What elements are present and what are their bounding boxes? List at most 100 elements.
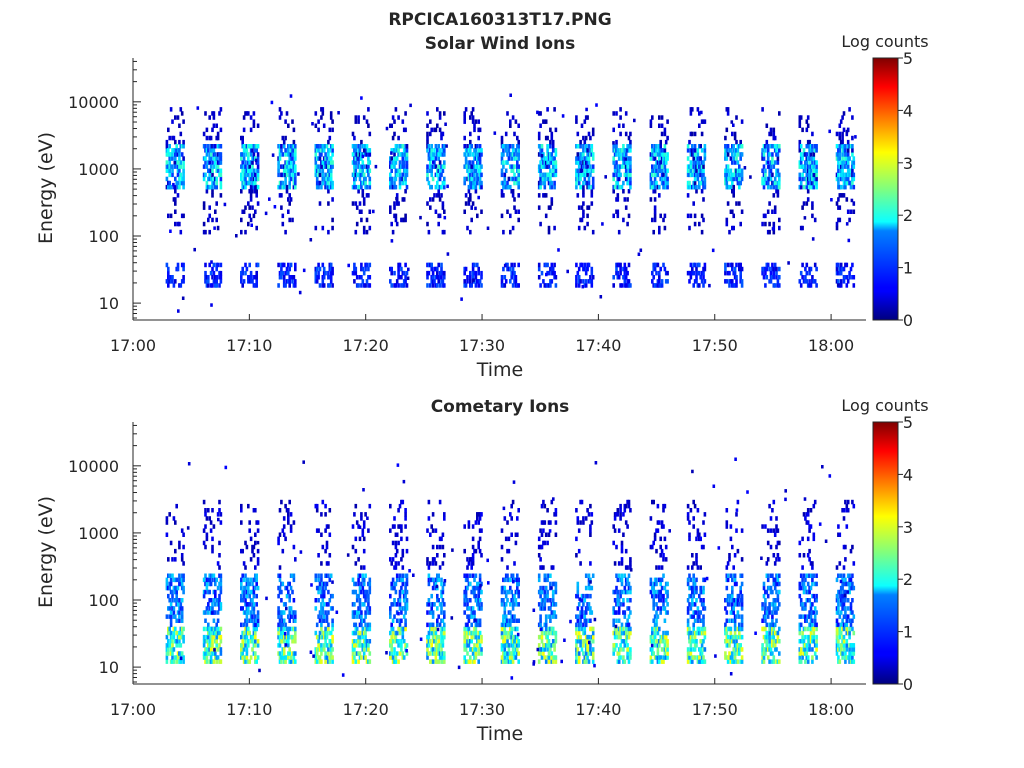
heatmap-cell <box>700 119 704 124</box>
heatmap-cell <box>244 618 247 623</box>
heatmap-cell <box>507 266 511 272</box>
heatmap-cell <box>277 634 280 640</box>
heatmap-cell <box>433 164 436 169</box>
heatmap-cell <box>437 189 440 194</box>
heatmap-cell <box>543 540 547 546</box>
heatmap-cell <box>463 209 466 214</box>
heatmap-cell <box>256 618 260 623</box>
heatmap-cell <box>467 659 471 664</box>
heatmap-cell <box>589 503 592 509</box>
heatmap-cell <box>402 217 406 223</box>
heatmap-cell <box>328 598 332 603</box>
heatmap-cell <box>289 659 293 664</box>
heatmap-cell <box>469 152 472 157</box>
heatmap-cell <box>404 602 407 607</box>
heatmap-cell <box>437 275 440 280</box>
heatmap-cell <box>473 589 476 595</box>
heatmap-cell <box>354 156 358 161</box>
heatmap-cell <box>582 520 585 525</box>
heatmap-cell <box>589 610 592 615</box>
heatmap-cell <box>294 180 297 186</box>
heatmap-cell <box>207 148 210 153</box>
heatmap-cell <box>397 115 400 120</box>
heatmap-cell <box>466 659 469 664</box>
heatmap-cell <box>502 152 505 157</box>
heatmap-cell <box>849 144 853 149</box>
heatmap-cell <box>401 589 405 595</box>
heatmap-cell <box>179 229 183 235</box>
heatmap-cell <box>766 156 770 161</box>
heatmap-cell <box>509 279 512 284</box>
heatmap-cell <box>202 176 206 182</box>
heatmap-cell <box>174 115 177 120</box>
heatmap-cell <box>815 176 818 182</box>
heatmap-cell <box>398 598 402 603</box>
heatmap-cell <box>473 156 476 161</box>
x-tick-label: 17:40 <box>575 336 621 355</box>
heatmap-cell <box>364 622 367 628</box>
heatmap-cell <box>624 164 628 169</box>
heatmap-cell <box>242 634 246 640</box>
heatmap-cell <box>809 283 813 288</box>
heatmap-cell <box>544 283 548 288</box>
heatmap-cell <box>211 193 214 198</box>
heatmap-cell <box>619 115 622 120</box>
heatmap-cell <box>215 279 218 284</box>
heatmap-cell <box>516 152 519 157</box>
heatmap-cell <box>175 593 178 599</box>
heatmap-cell <box>724 270 727 276</box>
heatmap-cell <box>328 127 332 133</box>
heatmap-cell <box>176 610 180 615</box>
heatmap-cell <box>178 639 181 644</box>
heatmap-cell <box>211 144 214 149</box>
heatmap-cell <box>255 189 258 194</box>
heatmap-cell <box>502 283 505 288</box>
heatmap-cell <box>288 618 291 623</box>
heatmap-cell <box>282 655 286 660</box>
heatmap-cell <box>616 213 620 219</box>
heatmap-cell <box>663 164 667 169</box>
heatmap-cell <box>689 275 693 280</box>
heatmap-cell <box>256 643 260 648</box>
heatmap-cell <box>695 164 698 169</box>
heatmap-cell <box>280 614 283 619</box>
heatmap-cell <box>507 589 511 595</box>
heatmap-cell <box>629 283 632 288</box>
heatmap-cell <box>695 184 698 190</box>
heatmap-cell <box>205 279 209 284</box>
heatmap-cell <box>813 176 817 182</box>
heatmap-cell <box>471 275 475 280</box>
heatmap-cell <box>551 172 555 178</box>
heatmap-cell <box>724 262 727 268</box>
heatmap-cell <box>249 270 253 276</box>
heatmap-cell <box>702 160 705 165</box>
heatmap-cell <box>284 135 287 141</box>
heatmap-cell <box>539 283 542 288</box>
heatmap-cell <box>436 598 439 603</box>
heatmap-cell <box>553 647 556 652</box>
heatmap-cell <box>278 107 282 112</box>
heatmap-cell <box>443 553 446 558</box>
heatmap-cell <box>433 639 436 644</box>
heatmap-cell <box>287 148 290 153</box>
heatmap-cell <box>469 283 472 288</box>
heatmap-cell <box>509 634 512 640</box>
heatmap-cell <box>841 139 844 145</box>
heatmap-cell <box>429 119 432 124</box>
solar-wind-panel: Solar Wind Ions 17:00 17:10 17:20 17:30 17:4… <box>35 32 929 381</box>
heatmap-cell <box>280 630 283 636</box>
heatmap-cell <box>693 152 697 157</box>
heatmap-cell <box>254 283 257 288</box>
heatmap-cell <box>517 659 520 664</box>
heatmap-cell <box>167 275 170 280</box>
heatmap-cell <box>180 111 184 116</box>
heatmap-cell <box>328 172 332 178</box>
heatmap-cell <box>577 548 581 554</box>
heatmap-cell <box>325 144 329 149</box>
heatmap-cell <box>404 643 407 648</box>
heatmap-cell <box>547 655 551 660</box>
heatmap-cell <box>698 270 701 276</box>
heatmap-cell <box>589 626 592 632</box>
heatmap-cell <box>837 164 840 169</box>
heatmap-cell <box>367 647 370 652</box>
